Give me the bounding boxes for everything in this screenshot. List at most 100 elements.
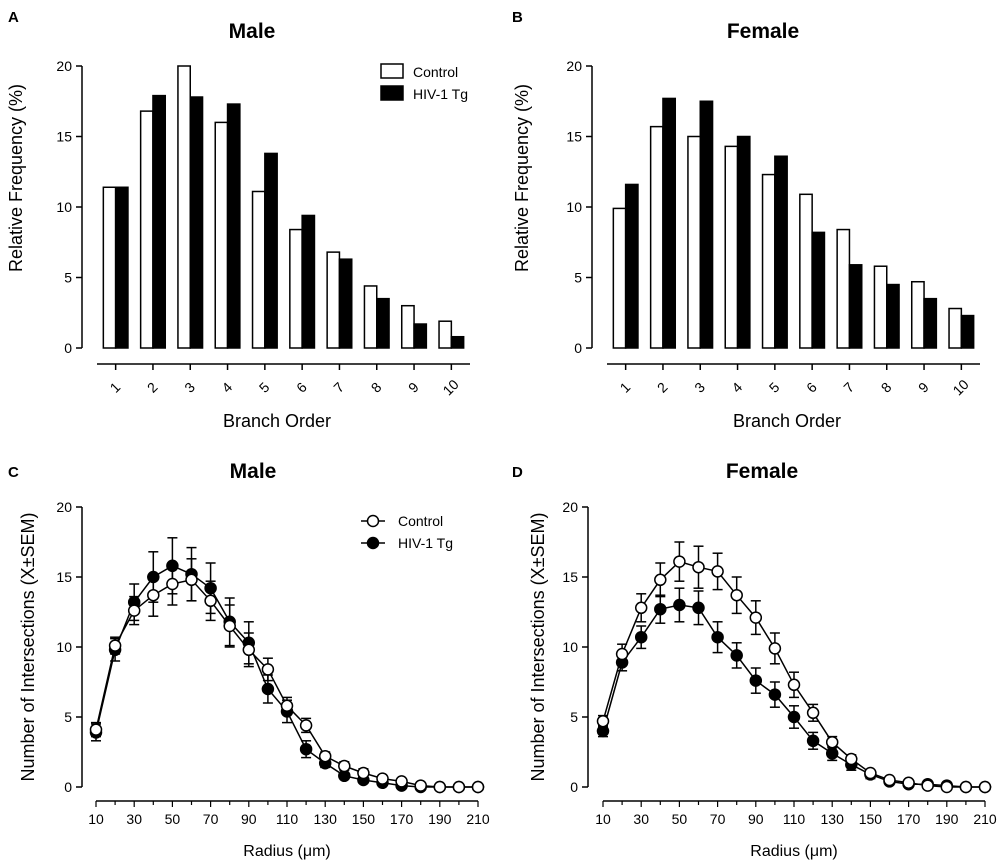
- x-tick-label: 170: [897, 811, 921, 827]
- y-tick-label: 10: [56, 199, 72, 215]
- point-hiv1-tg: [673, 598, 686, 612]
- point-control: [127, 604, 141, 617]
- x-tick-label: 4: [728, 379, 745, 396]
- y-axis-title: Number of Intersections (X±SEM): [18, 513, 38, 782]
- x-tick-label: 90: [241, 811, 257, 827]
- point-hiv1-tg: [825, 747, 839, 760]
- legend-label: HIV-1 Tg: [398, 535, 453, 551]
- point-hiv1-tg: [768, 688, 782, 701]
- point-hiv1-tg: [711, 630, 724, 644]
- point-control: [864, 766, 877, 780]
- bar-hiv1-tg: [264, 152, 278, 349]
- point-control: [711, 565, 724, 578]
- x-tick-label: 130: [314, 811, 338, 827]
- x-tick-label: 3: [691, 379, 708, 396]
- bar-control: [724, 145, 739, 349]
- point-hiv1-tg: [692, 601, 705, 615]
- x-tick-label: 30: [126, 811, 142, 827]
- y-tick-label: 5: [64, 709, 72, 725]
- bar-control: [139, 110, 154, 349]
- x-tick-label: 50: [165, 811, 181, 827]
- point-control: [959, 780, 973, 794]
- x-tick-label: 5: [766, 379, 783, 396]
- point-control: [978, 780, 992, 794]
- point-control: [825, 735, 839, 749]
- point-hiv1-tg: [787, 710, 801, 724]
- point-control: [692, 560, 705, 574]
- point-hiv1-tg: [634, 630, 648, 644]
- point-control: [940, 780, 954, 794]
- point-hiv1-tg: [654, 602, 667, 616]
- x-tick-label: 150: [352, 811, 376, 827]
- point-control: [414, 779, 427, 792]
- x-tick-label: 50: [672, 811, 688, 827]
- point-control: [280, 699, 294, 713]
- point-control: [147, 588, 160, 602]
- point-control: [673, 555, 686, 568]
- point-control: [299, 719, 313, 732]
- x-tick-label: 1: [107, 379, 124, 396]
- point-control: [654, 573, 667, 587]
- legend-label: HIV-1 Tg: [413, 86, 468, 102]
- x-axis-title: Branch Order: [733, 411, 841, 431]
- bar-control: [400, 304, 415, 349]
- bar-control: [948, 307, 963, 349]
- point-control: [596, 714, 610, 728]
- point-control: [223, 619, 236, 633]
- y-tick-label: 15: [566, 129, 582, 145]
- point-control: [634, 601, 648, 615]
- point-control: [261, 663, 275, 676]
- point-control: [806, 706, 820, 720]
- bar-hiv1-tg: [413, 323, 428, 349]
- bar-hiv1-tg: [699, 100, 714, 349]
- bar-control: [438, 320, 453, 349]
- y-tick-label: 0: [64, 340, 72, 356]
- y-tick-label: 0: [574, 340, 582, 356]
- y-axis-title: Relative Frequency (%): [6, 84, 26, 272]
- x-tick-label: 190: [428, 811, 452, 827]
- x-tick-label: 4: [218, 379, 235, 396]
- legend-swatch-control: [380, 63, 404, 79]
- y-tick-label: 20: [562, 499, 578, 515]
- bar-hiv1-tg: [848, 264, 863, 349]
- point-control: [376, 772, 389, 785]
- x-tick-label: 2: [654, 379, 671, 396]
- x-axis-title: Branch Order: [223, 411, 331, 431]
- bar-hiv1-tg: [774, 155, 788, 349]
- point-control: [185, 573, 198, 587]
- y-axis-title: Number of Intersections (X±SEM): [528, 513, 548, 782]
- panel-letter: D: [512, 464, 523, 481]
- x-tick-label: 170: [390, 811, 414, 827]
- x-tick-label: 6: [803, 379, 820, 396]
- bar-control: [326, 251, 341, 349]
- x-tick-label: 9: [915, 379, 932, 396]
- y-tick-label: 5: [570, 709, 578, 725]
- panel-b: B Female 0 5 10 15 20 Relative Frequency (%) 1 2 3…: [512, 9, 980, 431]
- chart-title: Male: [229, 20, 276, 43]
- bar-control: [214, 121, 229, 349]
- point-hiv1-tg: [261, 682, 275, 696]
- bar-control: [910, 280, 925, 349]
- bar-hiv1-tg: [662, 97, 677, 349]
- point-control: [204, 594, 217, 608]
- y-axis-title: Relative Frequency (%): [512, 84, 532, 272]
- legend-label: Control: [413, 64, 458, 80]
- y-tick-label: 15: [56, 569, 72, 585]
- y-tick-label: 0: [64, 779, 72, 795]
- point-control: [452, 780, 466, 794]
- x-tick-label: 10: [949, 376, 971, 398]
- legend-label: Control: [398, 513, 443, 529]
- point-control: [89, 723, 103, 736]
- panel-letter: C: [8, 464, 19, 481]
- bar-hiv1-tg: [736, 135, 751, 349]
- point-hiv1-tg: [806, 734, 820, 748]
- panel-letter: A: [8, 9, 19, 26]
- chart-title: Male: [230, 460, 277, 483]
- point-control: [768, 642, 782, 655]
- legend-marker-control: [366, 514, 380, 528]
- legend: Control HIV-1 Tg: [361, 513, 453, 551]
- point-control: [615, 647, 629, 661]
- panel-c: C Male 0 5 10 15 20 Number of Intersections (X±…: [8, 460, 490, 860]
- x-tick-label: 110: [783, 811, 806, 827]
